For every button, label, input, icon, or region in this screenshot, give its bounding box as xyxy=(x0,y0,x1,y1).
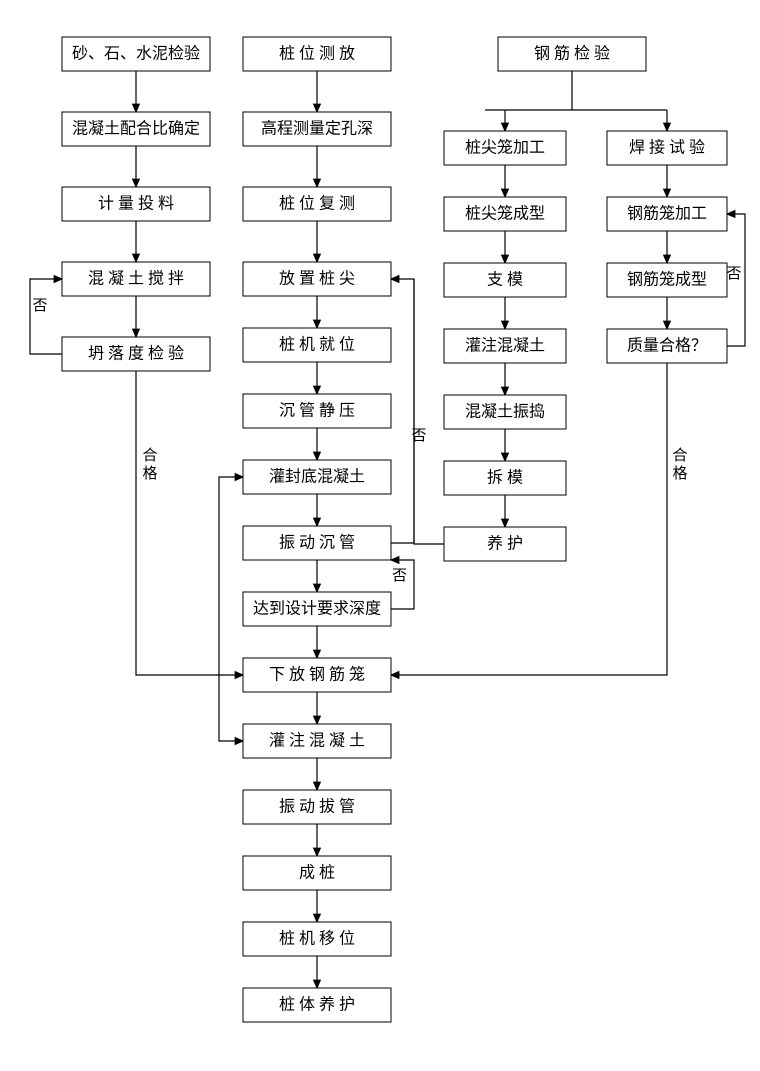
node-label: 砂、石、水泥检验 xyxy=(72,45,200,63)
flow-node: 桩 机 移 位 xyxy=(243,922,391,956)
flow-node: 砂、石、水泥检验 xyxy=(62,37,210,71)
edge-label: 格 xyxy=(672,465,687,482)
edge-label: 合 xyxy=(672,447,687,464)
node-label: 桩 位 复 测 xyxy=(279,195,355,213)
node-label: 计 量 投 料 xyxy=(98,195,174,213)
flow-node: 振 动 沉 管 xyxy=(243,526,391,560)
flow-node: 灌 注 混 凝 土 xyxy=(243,724,391,758)
flow-node: 放 置 桩 尖 xyxy=(243,262,391,296)
node-label: 支 模 xyxy=(487,271,523,289)
flow-node: 桩 位 测 放 xyxy=(243,37,391,71)
flow-node: 混 凝 土 搅 拌 xyxy=(62,262,210,296)
flow-edge xyxy=(219,477,243,675)
node-label: 灌 注 混 凝 土 xyxy=(269,732,365,750)
node-label: 振 动 拔 管 xyxy=(279,798,355,816)
flow-node: 成 桩 xyxy=(243,856,391,890)
node-label: 钢筋笼加工 xyxy=(627,205,707,223)
node-label: 下 放 钢 筋 笼 xyxy=(269,666,365,684)
flow-node: 焊 接 试 验 xyxy=(607,131,727,165)
node-label: 焊 接 试 验 xyxy=(629,139,705,157)
flow-node: 灌注混凝土 xyxy=(444,329,566,363)
flow-node: 支 模 xyxy=(444,263,566,297)
flow-node: 桩 位 复 测 xyxy=(243,187,391,221)
node-label: 桩尖笼加工 xyxy=(465,139,545,157)
flow-node: 钢筋笼加工 xyxy=(607,197,727,231)
edge-label: 格 xyxy=(142,465,157,482)
node-label: 桩 机 移 位 xyxy=(279,930,355,948)
node-label: 灌封底混凝土 xyxy=(269,468,365,486)
flowchart-canvas: 否合格否否合格否砂、石、水泥检验混凝土配合比确定计 量 投 料混 凝 土 搅 拌… xyxy=(10,10,760,1061)
node-label: 混凝土配合比确定 xyxy=(72,120,200,138)
flow-node: 振 动 拔 管 xyxy=(243,790,391,824)
flow-node: 钢 筋 检 验 xyxy=(498,37,646,71)
flow-node: 计 量 投 料 xyxy=(62,187,210,221)
edge-label: 否 xyxy=(392,568,407,584)
flow-node: 坍 落 度 检 验 xyxy=(62,337,210,371)
flow-node: 桩尖笼加工 xyxy=(444,131,566,165)
node-label: 桩 机 就 位 xyxy=(279,336,355,354)
node-label: 桩尖笼成型 xyxy=(465,205,545,223)
flow-edge xyxy=(219,675,243,741)
flow-node: 下 放 钢 筋 笼 xyxy=(243,658,391,692)
flow-node: 质量合格？ xyxy=(607,329,727,363)
flow-node: 混凝土配合比确定 xyxy=(62,112,210,146)
flow-node: 高程测量定孔深 xyxy=(243,112,391,146)
flow-edge xyxy=(30,279,62,354)
flow-edge xyxy=(391,279,414,543)
nodes-layer: 砂、石、水泥检验混凝土配合比确定计 量 投 料混 凝 土 搅 拌坍 落 度 检 … xyxy=(62,37,727,1022)
node-label: 钢 筋 检 验 xyxy=(534,45,610,63)
node-label: 养 护 xyxy=(487,535,523,553)
flow-node: 桩 体 养 护 xyxy=(243,988,391,1022)
node-label: 高程测量定孔深 xyxy=(261,120,373,138)
node-label: 拆 模 xyxy=(487,469,523,487)
flow-node: 养 护 xyxy=(444,527,566,561)
edge-label: 合 xyxy=(142,447,157,464)
flow-node: 拆 模 xyxy=(444,461,566,495)
node-label: 达到设计要求深度 xyxy=(253,600,381,618)
node-label: 坍 落 度 检 验 xyxy=(88,345,184,363)
edge-label: 否 xyxy=(32,298,47,314)
flow-node: 沉 管 静 压 xyxy=(243,394,391,428)
node-label: 振 动 沉 管 xyxy=(279,534,355,552)
flow-edge xyxy=(136,371,243,675)
node-label: 混 凝 土 搅 拌 xyxy=(88,270,184,288)
flow-node: 桩尖笼成型 xyxy=(444,197,566,231)
flow-node: 达到设计要求深度 xyxy=(243,592,391,626)
node-label: 桩 位 测 放 xyxy=(279,45,355,63)
node-label: 沉 管 静 压 xyxy=(279,402,355,420)
node-label: 成 桩 xyxy=(299,864,335,882)
node-label: 桩 体 养 护 xyxy=(279,996,355,1014)
flow-edge xyxy=(414,279,444,544)
flow-node: 钢筋笼成型 xyxy=(607,263,727,297)
flow-node: 混凝土振捣 xyxy=(444,395,566,429)
flow-node: 灌封底混凝土 xyxy=(243,460,391,494)
flow-node: 桩 机 就 位 xyxy=(243,328,391,362)
edge-label: 否 xyxy=(726,266,741,282)
node-label: 放 置 桩 尖 xyxy=(279,270,355,288)
node-label: 钢筋笼成型 xyxy=(627,271,707,289)
node-label: 质量合格？ xyxy=(627,337,707,355)
node-label: 混凝土振捣 xyxy=(465,403,545,421)
node-label: 灌注混凝土 xyxy=(465,337,545,355)
